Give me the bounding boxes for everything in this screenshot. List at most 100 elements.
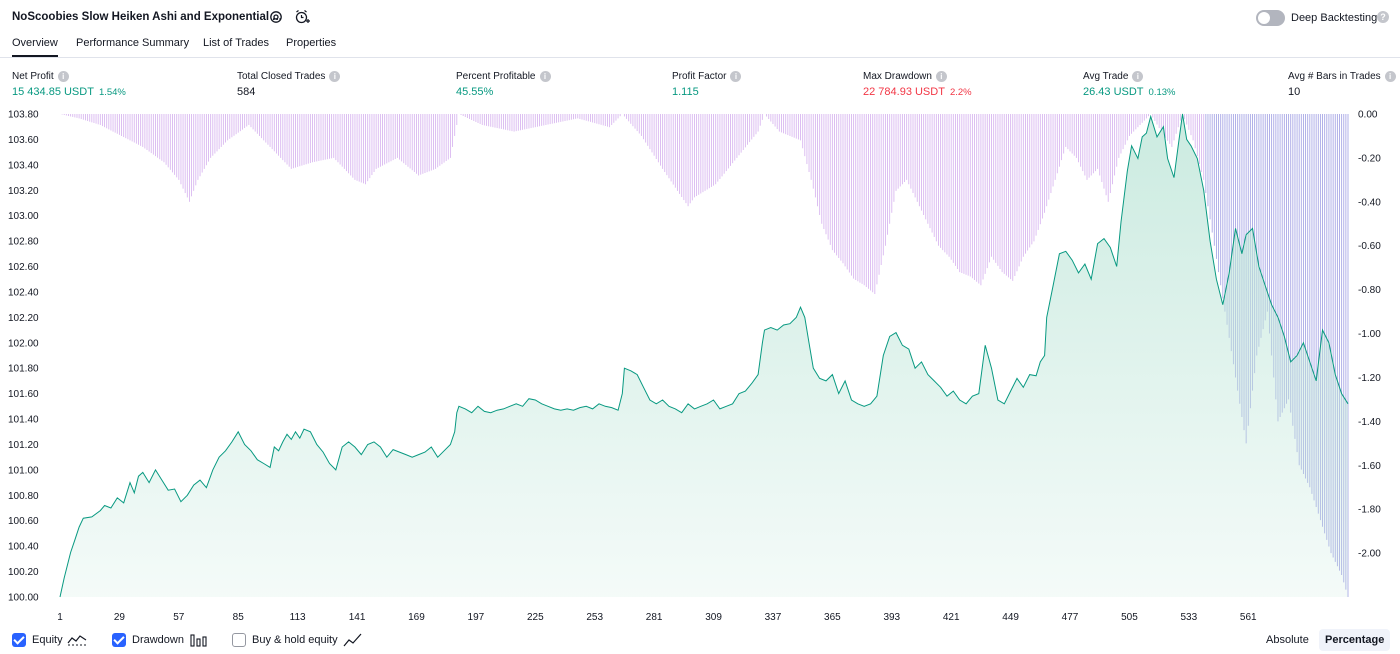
left-tick-label: 103.40 bbox=[8, 160, 39, 171]
strategy-title[interactable]: NoScoobies Slow Heiken Ashi and Exponent… bbox=[12, 11, 282, 23]
equity-drawdown-chart[interactable]: 103.80 103.60 103.40 103.20 103.00 102.80 102.… bbox=[0, 104, 1400, 624]
metric-value: 22 784.93 USDT bbox=[863, 86, 945, 98]
left-tick-label: 103.80 bbox=[8, 110, 39, 121]
x-tick-label: 365 bbox=[824, 612, 841, 623]
x-tick-label: 337 bbox=[765, 612, 782, 623]
metric-label: Profit Factor bbox=[672, 71, 727, 82]
metric-value: 15 434.85 USDT bbox=[12, 86, 94, 98]
equity-line-icon bbox=[67, 635, 87, 646]
right-tick-label: -1.00 bbox=[1358, 329, 1381, 340]
metric-percent: 1.54% bbox=[98, 87, 126, 98]
metric-label: Max Drawdown bbox=[863, 71, 932, 82]
absolute-toggle[interactable]: Absolute bbox=[1266, 634, 1309, 646]
x-tick-label: 141 bbox=[349, 612, 366, 623]
metric-label: Percent Profitable bbox=[456, 71, 536, 82]
chart-legend: Equity Drawdown Buy & hold equity Absolu… bbox=[0, 628, 1400, 654]
right-tick-label: -0.60 bbox=[1358, 241, 1381, 252]
metric-avg-bars: Avg # Bars in Trades i 10 bbox=[1288, 71, 1396, 98]
drawdown-checkbox[interactable] bbox=[112, 633, 126, 647]
info-icon[interactable]: i bbox=[539, 71, 551, 82]
toggle-knob bbox=[1258, 12, 1270, 24]
right-tick-label: -0.80 bbox=[1358, 285, 1381, 296]
x-tick-label: 477 bbox=[1062, 612, 1079, 623]
x-tick-label: 561 bbox=[1240, 612, 1257, 623]
left-tick-label: 100.00 bbox=[8, 593, 39, 604]
x-tick-label: 113 bbox=[290, 612, 306, 623]
right-tick-label: -2.00 bbox=[1358, 549, 1381, 560]
x-tick-label: 421 bbox=[943, 612, 960, 623]
metric-value: 584 bbox=[237, 86, 256, 98]
right-tick-label: -1.20 bbox=[1358, 373, 1381, 384]
info-icon[interactable]: i bbox=[730, 71, 742, 82]
left-tick-label: 102.80 bbox=[8, 237, 39, 248]
right-tick-label: 0.00 bbox=[1358, 110, 1378, 121]
left-tick-label: 101.00 bbox=[8, 465, 39, 476]
x-tick-label: 29 bbox=[114, 612, 126, 623]
equity-line bbox=[59, 113, 1349, 598]
info-icon[interactable]: i bbox=[935, 71, 947, 82]
right-tick-label: -0.20 bbox=[1358, 153, 1381, 164]
deep-backtesting-label: Deep Backtesting bbox=[1291, 12, 1378, 24]
alarm-clock-plus-icon[interactable] bbox=[294, 9, 310, 25]
metric-value: 10 bbox=[1288, 86, 1301, 98]
gear-icon[interactable] bbox=[268, 9, 284, 25]
x-tick-label: 197 bbox=[468, 612, 485, 623]
left-tick-label: 102.60 bbox=[8, 262, 39, 273]
tab-overview[interactable]: Overview bbox=[12, 37, 58, 57]
x-axis: 1 29 57 85 113 141 169 197 225 253 281 309 337 365 393… bbox=[57, 612, 1257, 623]
bar-chart-icon bbox=[190, 634, 207, 647]
left-tick-label: 101.20 bbox=[8, 440, 39, 451]
x-tick-label: 57 bbox=[173, 612, 185, 623]
tab-performance-summary[interactable]: Performance Summary bbox=[76, 37, 190, 49]
percentage-toggle[interactable]: Percentage bbox=[1319, 629, 1391, 651]
right-tick-label: -0.40 bbox=[1358, 197, 1381, 208]
equity-fill bbox=[60, 114, 1348, 597]
buy-hold-checkbox[interactable] bbox=[232, 633, 246, 647]
right-tick-label: -1.40 bbox=[1358, 417, 1381, 428]
x-tick-label: 225 bbox=[527, 612, 544, 623]
left-tick-label: 101.40 bbox=[8, 415, 39, 426]
x-tick-label: 169 bbox=[408, 612, 425, 623]
help-icon[interactable]: ? bbox=[1377, 11, 1389, 23]
x-tick-label: 309 bbox=[705, 612, 722, 623]
metric-percent-profitable: Percent Profitable i 45.55% bbox=[456, 71, 551, 98]
left-tick-label: 103.20 bbox=[8, 186, 39, 197]
x-tick-label: 281 bbox=[646, 612, 663, 623]
info-icon[interactable]: i bbox=[57, 71, 69, 82]
info-icon[interactable]: i bbox=[1132, 71, 1144, 82]
info-icon[interactable]: i bbox=[329, 71, 341, 82]
metric-label: Avg # Bars in Trades bbox=[1288, 71, 1381, 82]
metric-label: Avg Trade bbox=[1083, 71, 1129, 82]
left-axis: 103.80 103.60 103.40 103.20 103.00 102.80 102.… bbox=[8, 110, 39, 604]
x-tick-label: 393 bbox=[883, 612, 900, 623]
left-tick-label: 103.00 bbox=[8, 211, 39, 222]
x-tick-label: 449 bbox=[1002, 612, 1019, 623]
tab-list-of-trades[interactable]: List of Trades bbox=[203, 37, 270, 49]
equity-label[interactable]: Equity bbox=[32, 634, 63, 646]
tab-bar: Overview Performance Summary List of Tra… bbox=[0, 34, 1400, 58]
metric-label: Net Profit bbox=[12, 71, 54, 82]
metric-label: Total Closed Trades bbox=[237, 71, 326, 82]
info-icon[interactable]: i bbox=[1384, 71, 1396, 82]
metric-net-profit: Net Profit i 15 434.85 USDT 1.54% bbox=[12, 71, 126, 98]
buy-hold-label[interactable]: Buy & hold equity bbox=[252, 634, 338, 646]
left-tick-label: 101.60 bbox=[8, 389, 39, 400]
left-tick-label: 102.00 bbox=[8, 338, 39, 349]
x-tick-label: 85 bbox=[233, 612, 245, 623]
equity-checkbox[interactable] bbox=[12, 633, 26, 647]
tab-properties[interactable]: Properties bbox=[286, 37, 337, 49]
left-tick-label: 100.80 bbox=[8, 491, 39, 502]
x-tick-label: 1 bbox=[57, 612, 63, 623]
metric-total-closed-trades: Total Closed Trades i 584 bbox=[237, 71, 341, 98]
equity-area bbox=[59, 113, 1349, 598]
trend-line-icon bbox=[343, 633, 362, 647]
right-axis: 0.00 -0.20 -0.40 -0.60 -0.80 -1.00 -1.20 -1.40 -… bbox=[1358, 110, 1381, 560]
deep-backtesting-toggle[interactable] bbox=[1256, 10, 1285, 26]
metric-percent: 2.2% bbox=[949, 87, 972, 98]
x-tick-label: 253 bbox=[586, 612, 603, 623]
drawdown-label[interactable]: Drawdown bbox=[132, 634, 184, 646]
x-tick-label: 533 bbox=[1181, 612, 1198, 623]
metric-profit-factor: Profit Factor i 1.115 bbox=[672, 71, 742, 98]
left-tick-label: 100.60 bbox=[8, 516, 39, 527]
left-tick-label: 100.20 bbox=[8, 567, 39, 578]
